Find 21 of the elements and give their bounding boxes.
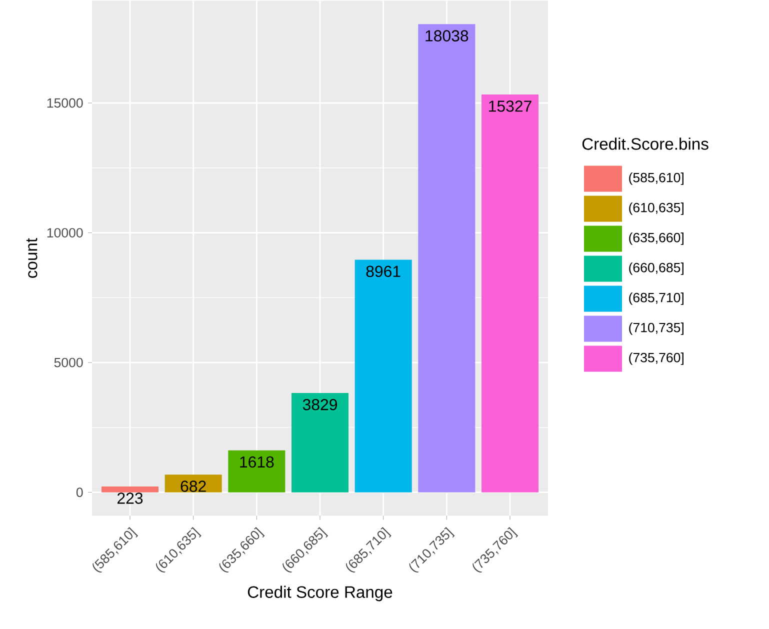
data-label: 18038 [426,30,468,42]
data-label: 15327 [489,100,532,112]
x-axis-title: Credit Score Range [248,586,392,602]
data-label: 8961 [366,266,400,278]
y-tick-label: 0 [76,488,83,498]
y-tick-label: 15000 [47,98,83,108]
legend-label: (710,735] [629,322,684,336]
y-tick-label: 10000 [47,228,83,238]
legend-label: (585,610] [629,172,684,186]
legend-label: (685,710] [629,292,684,306]
legend-label: (660,685] [629,262,684,276]
legend-title: Credit.Score.bins [582,138,708,150]
y-axis-title: count [26,238,38,278]
legend-label: (735,760] [629,352,684,366]
data-label: 1618 [240,456,274,468]
legend-label: (610,635] [629,202,684,216]
data-label: 223 [118,492,143,504]
data-label: 682 [180,480,206,492]
data-label: 3829 [302,399,337,410]
y-tick-label: 5000 [54,358,83,368]
legend-label: (635,660] [629,232,684,246]
